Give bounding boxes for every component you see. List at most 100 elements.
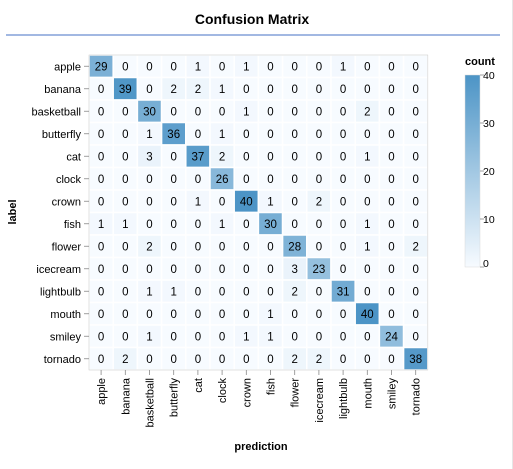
cell-value-label: 0 <box>98 354 104 366</box>
cell-value-label: 3 <box>146 151 152 163</box>
cell-value-label: 0 <box>243 129 249 141</box>
cell-value-label: 0 <box>388 219 394 231</box>
cell-value-label: 1 <box>219 219 225 231</box>
cell-value-label: 0 <box>291 309 297 321</box>
cell-value-label: 0 <box>316 84 322 96</box>
cell-value-label: 30 <box>143 106 156 118</box>
cell-value-label: 2 <box>122 354 128 366</box>
cell-value-label: 37 <box>192 151 205 163</box>
cell-value-label: 39 <box>119 84 132 96</box>
x-tick-label: icecream <box>314 378 326 423</box>
cell-value-label: 0 <box>267 151 273 163</box>
y-tick-label: banana <box>44 84 82 96</box>
cell-value-label: 0 <box>146 219 152 231</box>
y-axis-title: label <box>7 199 19 224</box>
cell-value-label: 0 <box>267 106 273 118</box>
cell-value-label: 0 <box>364 129 370 141</box>
cell-value-label: 0 <box>388 309 394 321</box>
cell-value-label: 1 <box>364 151 370 163</box>
cell-value-label: 0 <box>98 286 104 298</box>
cell-value-label: 0 <box>412 264 418 276</box>
cell-value-label: 0 <box>122 286 128 298</box>
cell-value-label: 0 <box>98 106 104 118</box>
cell-value-label: 1 <box>364 241 370 253</box>
cell-value-label: 0 <box>98 196 104 208</box>
legend-tick-label: 10 <box>483 214 495 226</box>
cell-value-label: 31 <box>337 286 350 298</box>
cell-value-label: 0 <box>146 84 152 96</box>
cell-value-label: 0 <box>243 354 249 366</box>
cell-value-label: 0 <box>170 331 176 343</box>
cell-value-label: 0 <box>122 151 128 163</box>
cell-value-label: 0 <box>291 84 297 96</box>
cell-value-label: 0 <box>195 129 201 141</box>
cell-value-label: 1 <box>219 129 225 141</box>
legend-gradient-bar <box>464 74 481 268</box>
cell-value-label: 0 <box>291 174 297 186</box>
cell-value-label: 0 <box>122 241 128 253</box>
cell-value-label: 0 <box>340 151 346 163</box>
x-axis-tick-labels: apple banana basketball butterfly cat clock cr… <box>96 370 423 428</box>
cell-value-label: 0 <box>219 241 225 253</box>
cell-value-label: 0 <box>98 331 104 343</box>
cell-value-label: 0 <box>316 174 322 186</box>
cell-value-label: 0 <box>170 196 176 208</box>
cell-value-label: 0 <box>267 61 273 73</box>
cell-value-label: 2 <box>170 84 176 96</box>
cell-value-label: 1 <box>146 286 152 298</box>
x-axis-title: prediction <box>234 441 287 453</box>
cell-value-label: 0 <box>98 151 104 163</box>
legend-title: count <box>465 56 495 68</box>
cell-value-label: 0 <box>146 354 152 366</box>
cell-value-label: 2 <box>146 241 152 253</box>
cell-value-label: 0 <box>219 264 225 276</box>
cell-value-label: 0 <box>340 309 346 321</box>
cell-value-label: 0 <box>388 151 394 163</box>
cell-value-label: 1 <box>243 106 249 118</box>
cell-value-label: 28 <box>288 241 301 253</box>
cell-value-label: 0 <box>291 61 297 73</box>
cell-value-label: 0 <box>243 309 249 321</box>
cell-value-label: 0 <box>412 151 418 163</box>
cell-value-label: 0 <box>412 106 418 118</box>
cell-value-label: 0 <box>195 106 201 118</box>
cell-value-label: 0 <box>364 174 370 186</box>
cell-value-label: 0 <box>170 309 176 321</box>
cell-value-label: 0 <box>98 264 104 276</box>
legend-tick-label: 40 <box>483 70 495 82</box>
y-tick-label: mouth <box>50 309 81 321</box>
cell-value-label: 3 <box>291 264 297 276</box>
cell-value-label: 0 <box>98 309 104 321</box>
cell-value-label: 0 <box>267 84 273 96</box>
cell-value-label: 0 <box>388 241 394 253</box>
cell-value-label: 1 <box>98 219 104 231</box>
cell-value-label: 0 <box>267 129 273 141</box>
cell-value-label: 0 <box>267 241 273 253</box>
y-tick-label: apple <box>54 61 81 73</box>
cell-value-label: 0 <box>122 331 128 343</box>
cell-value-label: 0 <box>195 219 201 231</box>
cell-value-label: 0 <box>122 264 128 276</box>
chart-title: Confusion Matrix <box>195 11 310 27</box>
cell-value-label: 0 <box>291 129 297 141</box>
cell-value-label: 0 <box>388 354 394 366</box>
cell-value-label: 0 <box>146 309 152 321</box>
cell-value-label: 0 <box>291 196 297 208</box>
cell-value-label: 0 <box>98 84 104 96</box>
cell-value-label: 0 <box>98 129 104 141</box>
cell-value-label: 1 <box>146 331 152 343</box>
cell-value-label: 0 <box>243 219 249 231</box>
cell-value-label: 0 <box>195 241 201 253</box>
cell-value-label: 0 <box>364 354 370 366</box>
y-tick-label: lightbulb <box>40 286 81 298</box>
cell-value-label: 0 <box>291 331 297 343</box>
cell-value-label: 0 <box>219 354 225 366</box>
cell-value-label: 0 <box>340 354 346 366</box>
cell-value-label: 0 <box>388 196 394 208</box>
cell-value-label: 0 <box>412 61 418 73</box>
cell-value-label: 0 <box>412 219 418 231</box>
cell-value-label: 0 <box>340 264 346 276</box>
x-tick-label: tornado <box>411 378 423 415</box>
cell-value-label: 0 <box>122 61 128 73</box>
